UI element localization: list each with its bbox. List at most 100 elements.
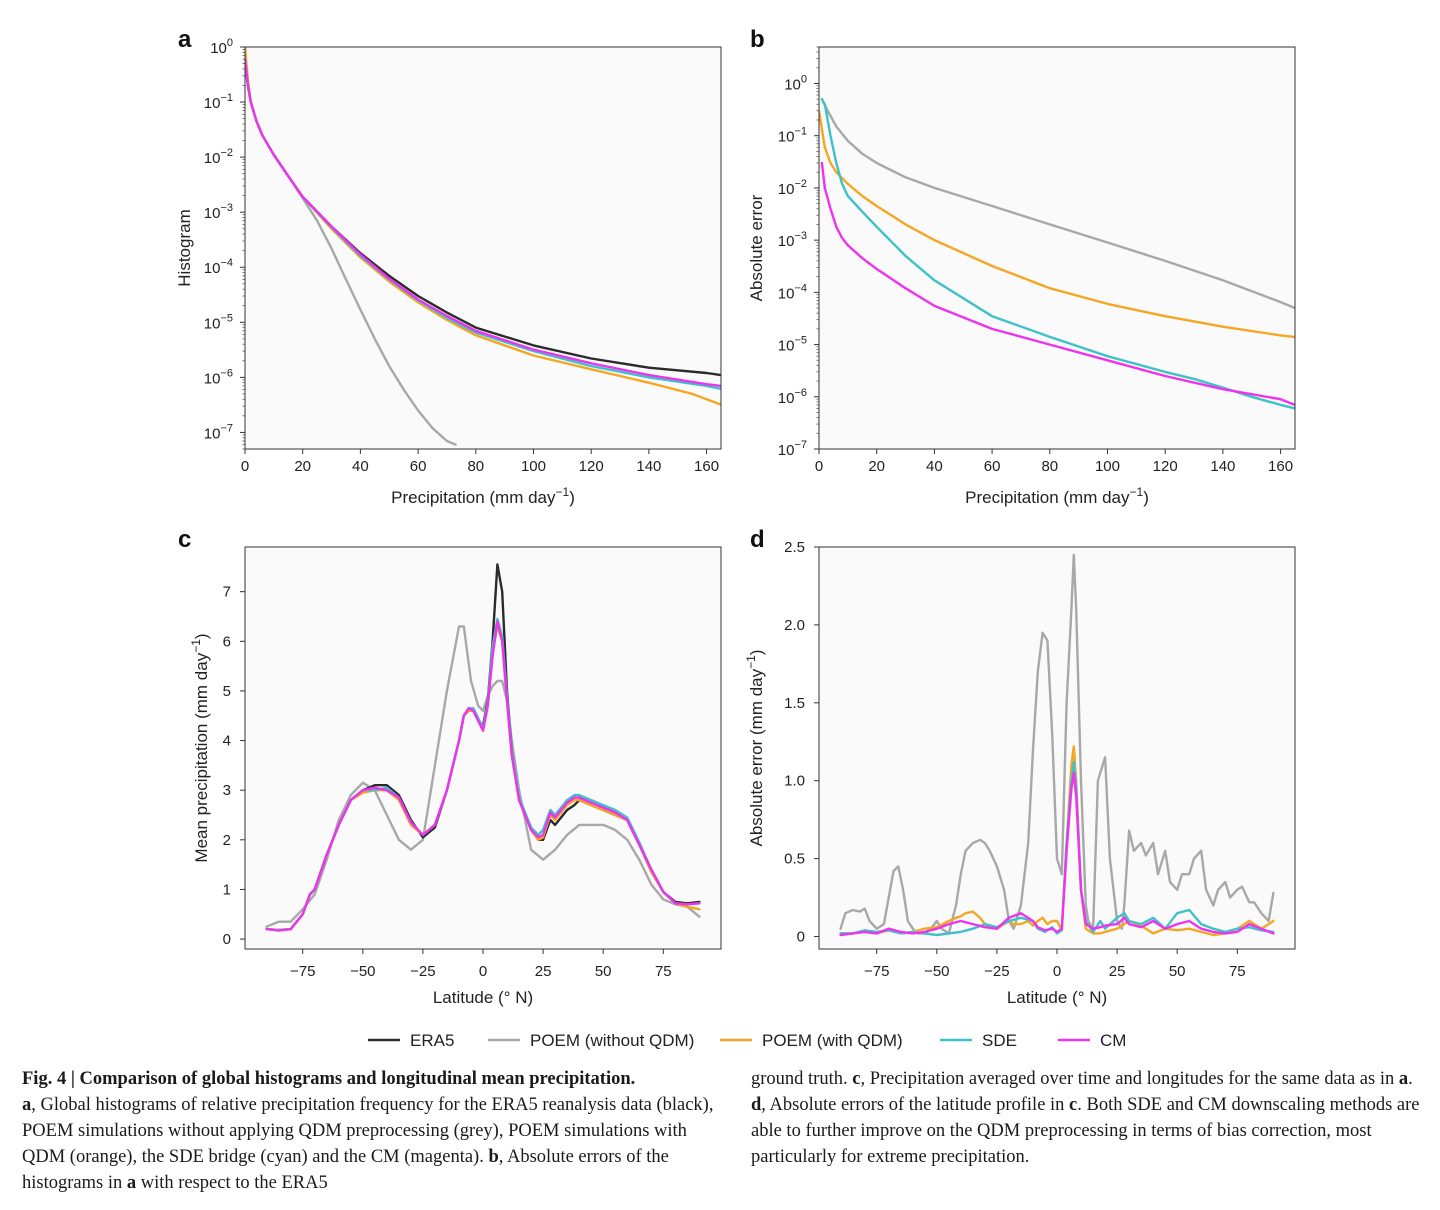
x-tick-label: 40 bbox=[926, 458, 943, 475]
series-group bbox=[839, 553, 1275, 937]
x-tick-label: 160 bbox=[1268, 458, 1293, 475]
y-tick-label: 2.5 bbox=[784, 539, 805, 556]
caption-left: Fig. 4 | Comparison of global histograms… bbox=[22, 1066, 722, 1196]
y-tick-label: 10−7 bbox=[204, 422, 233, 442]
caption-left-segment: , Absolute errors of the histograms in bbox=[22, 1147, 669, 1193]
x-tick-label: 80 bbox=[467, 458, 484, 475]
series-line-poem-without-qdm bbox=[820, 98, 1295, 310]
y-tick-label: 10−6 bbox=[778, 387, 807, 407]
panel-label: a bbox=[178, 26, 192, 53]
series-line-poem-without-qdm bbox=[839, 553, 1275, 935]
x-tick-label: 50 bbox=[595, 963, 612, 980]
y-tick-label: 7 bbox=[223, 584, 231, 601]
plot-area bbox=[819, 547, 1295, 949]
caption-title: Fig. 4 | Comparison of global histograms… bbox=[22, 1069, 636, 1089]
series-line-cm bbox=[820, 161, 1295, 407]
caption-left-segment: a bbox=[126, 1173, 137, 1193]
y-tick-label: 10−2 bbox=[204, 147, 233, 167]
caption-right-segment: , Absolute errors of the latitude profil… bbox=[761, 1095, 1070, 1115]
x-axis-label: Latitude (° N) bbox=[1007, 988, 1107, 1007]
chart-c: −75 −50 −25 0 25 50 75 0 1 2 3 4 5 6 7 Latitude (° N) Me… bbox=[178, 526, 722, 1007]
series-line-poem-with-qdm bbox=[819, 109, 1295, 339]
legend-label: SDE bbox=[982, 1031, 1017, 1050]
caption-left-body: a, Global histograms of relative precipi… bbox=[22, 1095, 713, 1193]
series-line-cm bbox=[265, 620, 701, 932]
y-tick-label: 10−5 bbox=[204, 312, 233, 332]
series-group bbox=[245, 47, 721, 446]
caption-right-segment: . Both SDE and CM downscaling methods ar… bbox=[751, 1095, 1420, 1167]
x-tick-label: 80 bbox=[1041, 458, 1058, 475]
caption-right-body: ground truth. c, Precipitation averaged … bbox=[751, 1069, 1419, 1167]
x-tick-label: −50 bbox=[924, 963, 949, 980]
caption-left-segment: , Global histograms of relative precipit… bbox=[22, 1095, 714, 1167]
x-tick-label: −25 bbox=[410, 963, 435, 980]
y-axis-label: Mean precipitation (mm day−1) bbox=[189, 633, 211, 862]
plot-area bbox=[245, 547, 721, 949]
y-tick-label: 6 bbox=[223, 633, 231, 650]
legend-label: POEM (with QDM) bbox=[762, 1031, 903, 1050]
y-tick-label: 10−1 bbox=[204, 92, 233, 112]
y-axis-label: Absolute error (mm day−1) bbox=[744, 650, 766, 847]
legend-label: ERA5 bbox=[410, 1031, 454, 1050]
x-tick-label: 0 bbox=[1053, 963, 1061, 980]
caption-right-segment: . bbox=[1408, 1069, 1413, 1089]
x-tick-label: 50 bbox=[1169, 963, 1186, 980]
plot-frame bbox=[244, 46, 722, 450]
y-axis-label: Histogram bbox=[175, 209, 194, 286]
y-tick-label: 10−3 bbox=[778, 230, 807, 250]
x-tick-label: 160 bbox=[694, 458, 719, 475]
caption-left-segment: a bbox=[22, 1095, 32, 1115]
x-tick-label: 20 bbox=[868, 458, 885, 475]
y-tick-label: 10−1 bbox=[778, 126, 807, 146]
x-tick-label: 40 bbox=[352, 458, 369, 475]
series-group bbox=[265, 563, 701, 932]
series-line-sde bbox=[820, 98, 1295, 410]
x-tick-label: 0 bbox=[241, 458, 249, 475]
y-tick-label: 2.0 bbox=[784, 617, 805, 634]
panel-label: c bbox=[178, 526, 191, 553]
y-tick-label: 10−5 bbox=[778, 335, 807, 355]
y-tick-label: 1 bbox=[223, 881, 231, 898]
caption-right: ground truth. c, Precipitation averaged … bbox=[751, 1066, 1431, 1170]
y-tick-label: 1.5 bbox=[784, 695, 805, 712]
x-tick-label: −75 bbox=[290, 963, 315, 980]
x-tick-label: 60 bbox=[410, 458, 427, 475]
series-line-poem-with-qdm bbox=[839, 745, 1275, 937]
y-tick-label: 0 bbox=[223, 931, 231, 948]
series-line-cm bbox=[245, 58, 721, 388]
plot-area bbox=[245, 47, 721, 449]
y-tick-label: 10−4 bbox=[778, 282, 807, 302]
y-tick-label: 10−4 bbox=[204, 257, 233, 277]
panel-label: b bbox=[750, 26, 765, 53]
x-tick-label: 0 bbox=[479, 963, 487, 980]
caption-right-segment: ground truth. bbox=[751, 1069, 853, 1089]
y-tick-label: 0.5 bbox=[784, 851, 805, 868]
x-tick-label: 140 bbox=[1210, 458, 1235, 475]
y-tick-label: 10−7 bbox=[778, 439, 807, 459]
caption-left-segment: with respect to the ERA5 bbox=[136, 1173, 328, 1193]
x-tick-label: 0 bbox=[815, 458, 823, 475]
x-tick-label: 60 bbox=[984, 458, 1001, 475]
y-tick-label: 2 bbox=[223, 832, 231, 849]
y-axis-label: Absolute error bbox=[747, 194, 766, 301]
chart-d: −75 −50 −25 0 25 50 75 0 0.5 1.0 1.5 2.0 2.5 Latitude… bbox=[744, 526, 1296, 1007]
x-tick-label: 140 bbox=[636, 458, 661, 475]
caption-right-segment: c bbox=[852, 1069, 861, 1089]
y-tick-label: 5 bbox=[223, 683, 231, 700]
y-tick-label: 0 bbox=[797, 929, 805, 946]
y-tick-label: 10−6 bbox=[204, 367, 233, 387]
x-tick-label: −75 bbox=[864, 963, 889, 980]
figure: 0 20 40 60 80 100 120 140 16010010−110−210−310−4… bbox=[175, 26, 1296, 1050]
series-line-cm bbox=[839, 771, 1275, 937]
x-tick-label: 75 bbox=[655, 963, 672, 980]
caption-right-segment: , Precipitation averaged over time and l… bbox=[860, 1069, 1399, 1089]
x-axis-label: Precipitation (mm day−1) bbox=[965, 485, 1149, 507]
x-axis-label: Latitude (° N) bbox=[433, 988, 533, 1007]
x-tick-label: 25 bbox=[1109, 963, 1126, 980]
y-tick-label: 10−2 bbox=[778, 178, 807, 198]
caption-right-segment: a bbox=[1398, 1069, 1409, 1089]
y-tick-label: 100 bbox=[784, 73, 807, 93]
y-tick-label: 10−3 bbox=[204, 202, 233, 222]
caption-right-segment: d bbox=[751, 1095, 762, 1115]
caption-right-segment: c bbox=[1069, 1095, 1078, 1115]
